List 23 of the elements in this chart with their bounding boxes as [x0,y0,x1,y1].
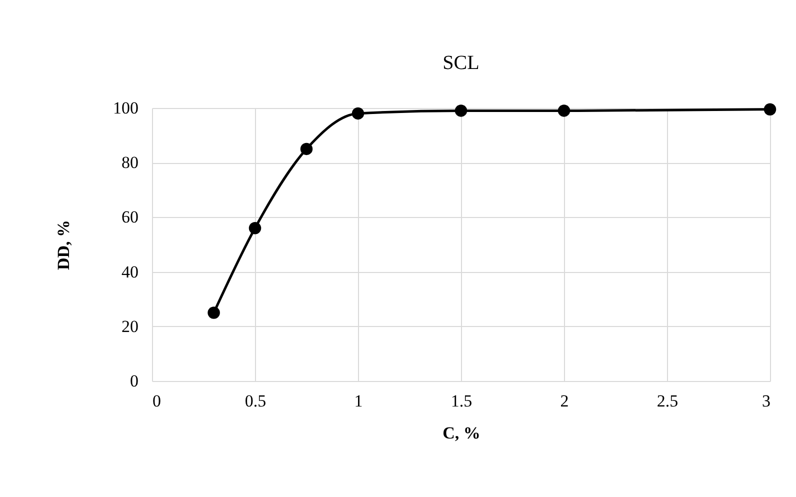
chart-title: SCL [442,52,480,74]
x-tick-label: 3 [762,392,770,410]
x-axis-title: C, % [442,424,480,442]
x-tick-label: 1 [354,392,363,410]
x-tick-label: 1.5 [450,392,472,410]
x-tick-label: 0 [152,392,161,410]
y-tick-label: 80 [122,153,138,172]
x-tick-label: 2 [560,392,569,410]
point [454,104,468,117]
y-tick-label: 20 [122,316,138,336]
y-tick-label: 0 [130,372,138,390]
point [248,222,262,234]
x-tick-label: 0.5 [244,392,266,410]
y-axis-title: DD, % [54,220,73,270]
y-tick-label: 60 [122,208,138,227]
point [764,103,776,116]
point [352,107,364,120]
y-tick-label: 100 [113,98,138,118]
y-tick-label: 40 [122,262,138,282]
point [300,142,313,156]
x-tick-label: 2.5 [656,392,678,410]
point [558,104,570,117]
point [208,306,220,319]
